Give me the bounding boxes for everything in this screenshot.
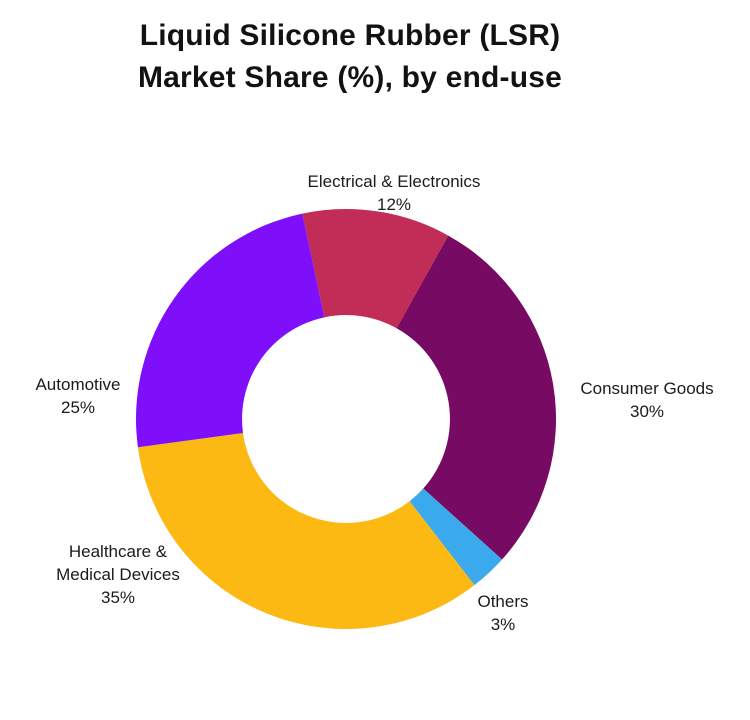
segment-label-automotive: Automotive 25% (8, 373, 148, 419)
segment-label-pct: 25% (60, 398, 96, 417)
donut-segment-automotive[interactable] (135, 213, 325, 448)
segment-label-pct: 35% (100, 588, 136, 607)
segment-label-text: Electrical & Electronics (307, 172, 481, 191)
segment-label-pct: 30% (629, 402, 665, 421)
chart-title: Liquid Silicone Rubber (LSR) Market Shar… (0, 15, 700, 99)
segment-label-others: Others 3% (443, 590, 563, 636)
segment-label-consumer-goods: Consumer Goods 30% (567, 377, 727, 423)
segment-label-healthcare-medical-devices: Healthcare & Medical Devices 35% (28, 540, 208, 609)
segment-label-text: Healthcare & (68, 542, 168, 561)
donut-segment-others[interactable] (409, 488, 503, 586)
segment-label-text: Others (477, 592, 529, 611)
segment-label-text: Medical Devices (56, 565, 180, 584)
chart-title-line-1: Liquid Silicone Rubber (LSR) (139, 19, 561, 52)
segment-label-electrical-electronics: Electrical & Electronics 12% (269, 170, 519, 216)
donut-segment-consumer-goods[interactable] (396, 235, 557, 560)
segment-label-text: Consumer Goods (580, 379, 714, 398)
segment-label-pct: 12% (376, 195, 412, 214)
chart-title-line-2: Market Share (%), by end-use (137, 61, 563, 94)
donut-segment-healthcare-medical-devices[interactable] (137, 432, 475, 629)
donut-segment-electrical-electronics[interactable] (302, 208, 449, 329)
segment-label-text: Automotive (35, 375, 121, 394)
segment-label-pct: 3% (490, 615, 516, 634)
